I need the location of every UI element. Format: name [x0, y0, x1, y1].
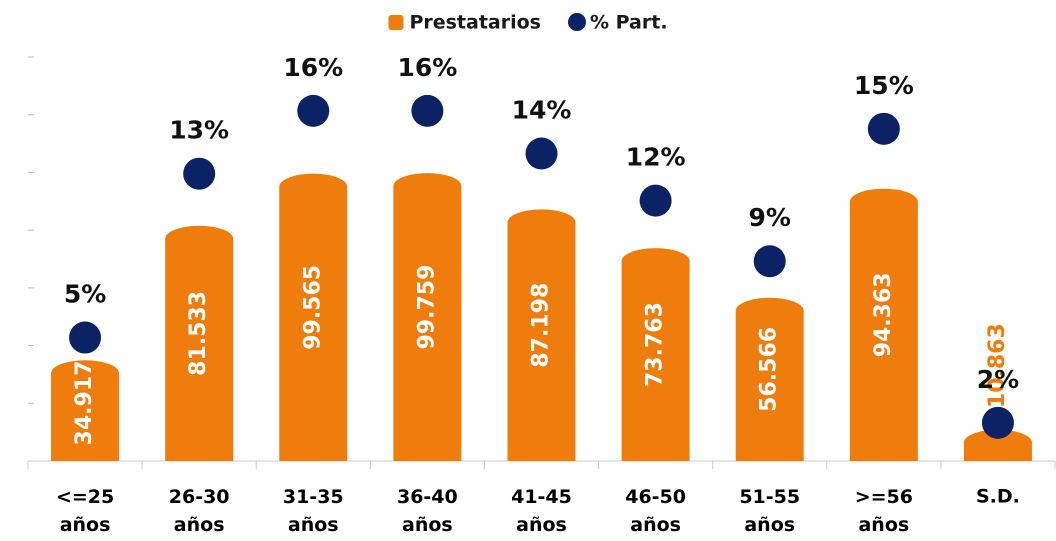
legend-label: Prestatarios [409, 12, 541, 34]
dot [183, 157, 216, 190]
bar [393, 173, 462, 461]
data-label: 9% [748, 203, 790, 232]
data-label: 12% [626, 143, 686, 172]
dot [867, 112, 900, 145]
x-tick-label: 41-45 años [511, 486, 572, 536]
bar [51, 360, 120, 461]
bar [279, 173, 348, 461]
data-label: 16% [397, 53, 457, 82]
data-label: 16% [283, 53, 343, 82]
bar [735, 297, 804, 461]
legend-swatch [567, 13, 586, 31]
data-label: 5% [64, 280, 106, 309]
bar [849, 188, 918, 461]
legend-label: % Part. [590, 12, 668, 34]
x-tick-label: <=25 años [56, 486, 114, 536]
dot [525, 137, 558, 170]
data-label: 14% [512, 96, 572, 125]
bar [507, 209, 576, 461]
legend-swatch [388, 15, 404, 30]
bar [165, 225, 234, 461]
x-tick-label: 46-50 años [625, 486, 686, 536]
x-tick-label: 36-40 años [397, 486, 458, 536]
x-tick-label: S.D. [976, 486, 1020, 508]
dot [297, 94, 330, 127]
dot [411, 94, 444, 127]
dot [753, 245, 786, 278]
data-label: 2% [977, 365, 1019, 394]
data-label: 87.198 [529, 283, 554, 368]
dot [69, 321, 102, 354]
data-label: 56.566 [757, 327, 782, 412]
data-label: 13% [169, 116, 229, 145]
x-tick-label: 31-35 años [283, 486, 344, 536]
data-label: 10.863 [985, 323, 1010, 408]
x-tick-label: 51-55 años [739, 486, 800, 536]
data-label: 99.759 [414, 265, 439, 350]
legend: Prestatarios % Part. [388, 12, 668, 34]
data-label: 81.533 [186, 291, 211, 376]
data-label: 34.917 [72, 361, 97, 446]
data-label: 15% [854, 71, 914, 100]
bar [621, 248, 690, 461]
bar [963, 429, 1032, 461]
data-label: 94.363 [871, 272, 896, 357]
dot [639, 184, 672, 217]
x-tick-label: >=56 años [855, 486, 913, 536]
x-tick-label: 26-30 años [169, 486, 230, 536]
dot [981, 406, 1014, 439]
data-label: 73.763 [643, 302, 668, 387]
data-label: 99.565 [300, 265, 325, 350]
